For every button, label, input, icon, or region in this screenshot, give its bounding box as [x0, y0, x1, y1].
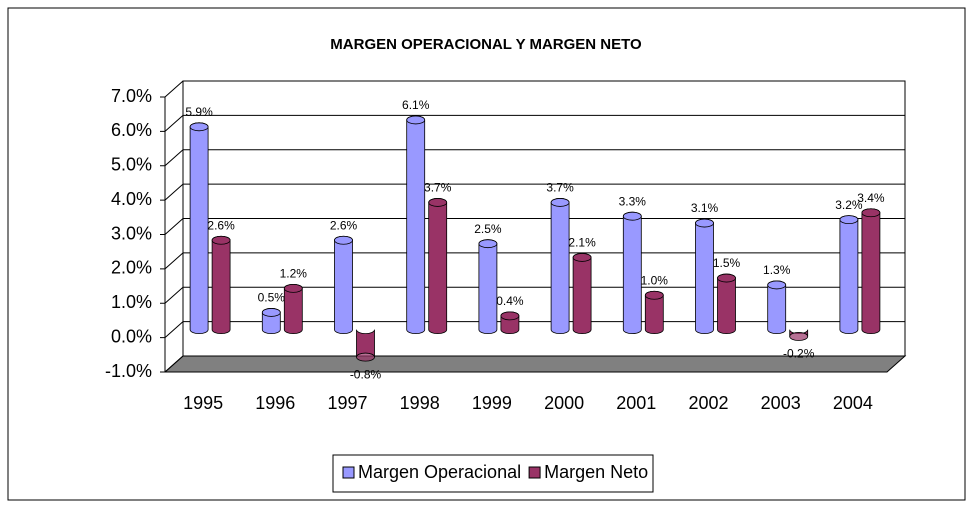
bar-cap	[622, 211, 642, 221]
grid-line	[164, 80, 905, 98]
value-label: 1.0%	[641, 273, 669, 287]
x-tick-label: 2000	[544, 393, 584, 413]
bar-cap	[478, 239, 498, 249]
y-tick-label: 1.0%	[111, 292, 152, 312]
bar-cap	[717, 273, 736, 283]
y-tick-label: -1.0%	[105, 361, 152, 381]
bar	[211, 235, 231, 335]
value-label: 1.2%	[280, 267, 308, 281]
legend-swatch	[342, 466, 355, 479]
bar-cap	[428, 198, 448, 207]
bar-cap	[356, 352, 375, 362]
bar-cap	[572, 253, 592, 262]
value-label: 0.5%	[258, 291, 286, 305]
value-label: 1.3%	[763, 263, 791, 277]
bar	[695, 218, 714, 335]
grid-line	[164, 355, 905, 373]
bar	[572, 253, 592, 335]
y-tick-label: 6.0%	[111, 120, 152, 140]
bar	[406, 115, 426, 335]
legend-swatch	[528, 466, 541, 479]
value-label: 2.6%	[207, 218, 235, 232]
value-label: -0.8%	[350, 367, 382, 381]
bar	[550, 198, 570, 335]
bar	[334, 235, 353, 335]
x-tick-label: 2001	[616, 393, 656, 413]
y-tick-label: 2.0%	[111, 258, 152, 278]
x-tick-label: 1995	[183, 393, 223, 413]
bar	[622, 211, 642, 335]
x-tick-label: 2003	[761, 393, 801, 413]
chart-title: MARGEN OPERACIONAL Y MARGEN NETO	[330, 36, 642, 53]
value-label: 2.6%	[330, 218, 358, 232]
bar-cap	[261, 308, 281, 317]
value-label: 2.5%	[474, 222, 502, 236]
bar	[839, 215, 859, 335]
bar-cap	[189, 122, 209, 132]
grid-line	[164, 183, 905, 201]
bar-cap	[283, 283, 303, 293]
y-tick-label: 4.0%	[111, 189, 152, 209]
bar-cap	[406, 115, 426, 125]
bar-cap	[695, 218, 714, 228]
grid-line	[164, 252, 905, 270]
bar-cap	[334, 235, 353, 245]
bar-cap	[550, 198, 570, 207]
value-label: -0.2%	[783, 347, 815, 361]
legend-label: Margen Neto	[544, 462, 648, 482]
grid-line	[164, 149, 905, 167]
bar-cap	[789, 332, 809, 341]
grid-line	[164, 321, 905, 338]
bar-cap	[767, 280, 787, 290]
x-tick-label: 2002	[688, 393, 728, 413]
bar	[717, 273, 736, 335]
value-label: 1.5%	[713, 256, 741, 270]
value-label: 3.3%	[619, 194, 647, 208]
bar	[478, 239, 498, 335]
grid-line	[164, 286, 905, 304]
x-tick-label: 1998	[400, 393, 440, 413]
bar-cap	[839, 215, 859, 225]
legend-box	[332, 454, 654, 493]
value-label: 5.9%	[185, 105, 213, 119]
value-label: 6.1%	[402, 98, 430, 112]
bar	[428, 198, 448, 335]
value-label: 3.1%	[691, 201, 719, 215]
y-tick-label: 7.0%	[111, 86, 152, 106]
value-label: 2.1%	[568, 236, 596, 250]
bar	[189, 122, 209, 335]
x-tick-label: 2004	[833, 393, 873, 413]
value-label: 3.7%	[546, 181, 574, 195]
bar	[861, 208, 881, 335]
value-label: 3.7%	[424, 181, 452, 195]
value-label: 3.4%	[857, 191, 885, 205]
legend-label: Margen Operacional	[358, 462, 521, 482]
x-tick-label: 1997	[327, 393, 367, 413]
y-tick-label: 3.0%	[111, 223, 152, 243]
bar-cap	[644, 290, 664, 300]
grid-line	[164, 114, 905, 132]
legend: Margen Operacional Margen Neto	[332, 454, 654, 493]
value-label: 3.2%	[835, 198, 863, 212]
value-label: 0.4%	[496, 294, 524, 308]
y-tick-label: 5.0%	[111, 155, 152, 175]
y-tick-label: 0.0%	[111, 326, 152, 346]
bar-cap	[211, 235, 231, 245]
grid-line	[164, 218, 905, 235]
bar-cap	[861, 208, 881, 218]
bar-cap	[500, 311, 520, 321]
x-tick-label: 1996	[255, 393, 295, 413]
x-tick-label: 1999	[472, 393, 512, 413]
